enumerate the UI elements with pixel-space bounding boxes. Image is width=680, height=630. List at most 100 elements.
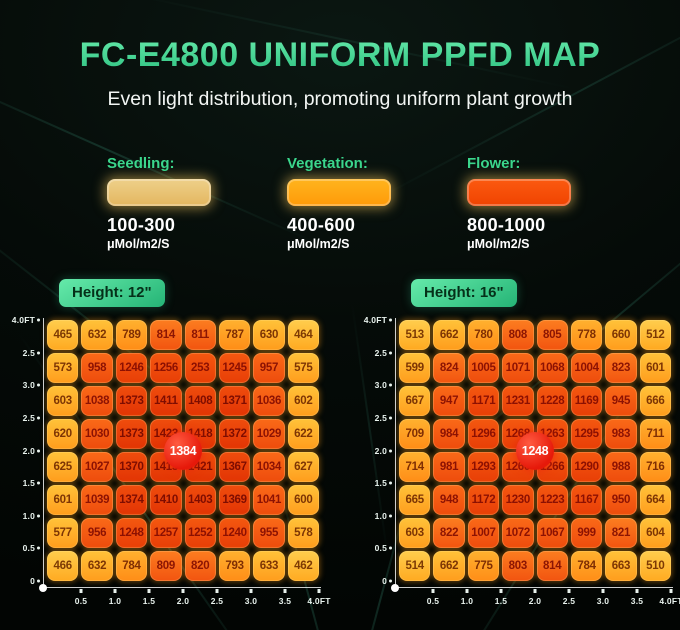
ppfd-cell: 988: [605, 452, 637, 482]
y-axis-tick: [389, 579, 392, 583]
ppfd-cell: 603: [47, 386, 79, 416]
ppfd-cell: 575: [287, 353, 319, 383]
ppfd-cell: 824: [433, 353, 465, 383]
ppfd-cell: 716: [639, 452, 671, 482]
ppfd-cell: 808: [502, 320, 534, 350]
ppfd-cell: 1372: [218, 419, 251, 449]
x-axis-tick-label: 4.0FT: [659, 596, 680, 606]
x-axis-tick-label: 1.5: [142, 596, 156, 606]
legend-ppfd-range: 400-600: [287, 215, 356, 235]
ppfd-cell: 947: [433, 386, 465, 416]
origin-dot: [391, 584, 399, 592]
ppfd-cell: 1369: [218, 485, 251, 515]
ppfd-cell: 805: [536, 320, 568, 350]
y-axis-tick-label: 3.0: [374, 380, 387, 391]
ppfd-cell: 1071: [502, 353, 534, 383]
y-axis-tick-label: 2.5: [22, 347, 35, 358]
y-axis-tick-label: 4.0FT: [363, 315, 387, 325]
ppfd-cell: 665: [399, 485, 431, 515]
ppfd-cell: 601: [47, 485, 79, 515]
ppfd-cell: 660: [605, 320, 637, 350]
ppfd-cell: 958: [81, 353, 113, 383]
ppfd-cell: 664: [639, 485, 671, 515]
ppfd-cell: 775: [467, 551, 500, 581]
ppfd-cell: 1403: [184, 485, 216, 515]
ppfd-cell: 1246: [115, 353, 148, 383]
ppfd-cell: 803: [502, 551, 534, 581]
ppfd-cell: 663: [605, 551, 637, 581]
ppfd-cell: 945: [605, 386, 637, 416]
ppfd-cell: 821: [605, 518, 637, 548]
x-axis-tick: [249, 589, 253, 593]
y-axis-tick: [37, 351, 40, 355]
ppfd-map-height-12: Height: 12" 4.0FT 2.5 3.0 2.5 2.0 1.5 1.0 0.5 0 …: [9, 279, 330, 606]
ppfd-cell: 784: [570, 551, 603, 581]
y-axis-tick-label: 2.0: [374, 445, 387, 456]
ppfd-cell: 1228: [536, 386, 568, 416]
ppfd-cell: 662: [433, 551, 465, 581]
ppfd-cell: 955: [253, 518, 285, 548]
ppfd-cell: 948: [433, 485, 465, 515]
ppfd-cell: 462: [287, 551, 319, 581]
plot-area: 4.0FT 2.5 3.0 2.5 2.0 1.5 1.0 0.5 0 513 662 780 808…: [361, 315, 680, 606]
legend: Seedling: 100-300 μMol/m2/S Vegetation: 400-…: [0, 155, 680, 251]
ppfd-cell: 1290: [570, 452, 603, 482]
ppfd-cell: 1172: [467, 485, 500, 515]
ppfd-cell: 1240: [218, 518, 251, 548]
x-axis-tick: [147, 589, 151, 593]
ppfd-cell: 604: [639, 518, 671, 548]
ppfd-cell: 1030: [81, 419, 113, 449]
ppfd-cell: 1296: [467, 419, 500, 449]
y-axis-line: [43, 318, 44, 588]
ppfd-cell: 711: [639, 419, 671, 449]
ppfd-cell: 464: [287, 320, 319, 350]
ppfd-map-height-16: Height: 16" 4.0FT 2.5 3.0 2.5 2.0 1.5 1.0 0.5 0 …: [361, 279, 680, 606]
x-axis-tick: [567, 589, 571, 593]
y-axis-tick-label: 0.5: [22, 543, 35, 554]
y-axis-tick: [37, 318, 40, 322]
y-axis-tick-label: 0: [30, 576, 35, 586]
y-axis-tick-label: 1.5: [374, 478, 387, 489]
ppfd-cell: 632: [81, 551, 113, 581]
y-axis-tick-label: 3.0: [22, 380, 35, 391]
legend-item: Seedling: 100-300 μMol/m2/S: [107, 155, 213, 251]
y-axis-tick: [37, 449, 40, 452]
y-axis-tick: [389, 416, 392, 420]
ppfd-cell: 793: [218, 551, 251, 581]
ppfd-cell: 627: [287, 452, 319, 482]
ppfd-cell: 1411: [150, 386, 182, 416]
y-axis-tick-label: 2.5: [22, 412, 35, 423]
x-axis-tick: [533, 589, 537, 593]
ppfd-cell: 1067: [536, 518, 568, 548]
ppfd-cell: 1231: [502, 386, 534, 416]
y-axis-tick: [389, 449, 392, 452]
x-axis-line: [395, 587, 673, 588]
y-axis-tick: [389, 481, 392, 485]
y-axis-labels: 4.0FT 2.5 3.0 2.5 2.0 1.5 1.0 0.5 0: [361, 315, 387, 586]
ppfd-cell: 999: [570, 518, 603, 548]
y-axis-tick: [37, 383, 40, 387]
legend-color-swatch: [287, 179, 391, 206]
x-axis-tick-label: 4.0FT: [307, 596, 331, 606]
ppfd-cell: 667: [399, 386, 431, 416]
y-axis-tick-label: 4.0FT: [11, 315, 35, 325]
y-axis-tick: [389, 514, 392, 518]
ppfd-cell: 513: [399, 320, 431, 350]
ppfd-cell: 809: [150, 551, 182, 581]
ppfd-cell: 950: [605, 485, 637, 515]
ppfd-cell: 510: [639, 551, 671, 581]
heatmap-grid: 513 662 780 808 805 778 660 512 599 824 1005 1071 10…: [399, 320, 671, 581]
ppfd-cell: 1373: [115, 386, 148, 416]
x-axis-tick: [465, 589, 469, 593]
ppfd-cell: 811: [184, 320, 216, 350]
heatmap-plot: 513 662 780 808 805 778 660 512 599 824 1005 1071 10…: [389, 318, 680, 606]
center-ppfd-badge: 1384: [164, 431, 202, 470]
ppfd-cell: 633: [253, 551, 285, 581]
ppfd-cell: 789: [115, 320, 148, 350]
ppfd-cell: 983: [605, 419, 637, 449]
x-axis-tick-label: 2.0: [176, 596, 190, 606]
ppfd-cell: 822: [433, 518, 465, 548]
ppfd-cell: 1041: [253, 485, 285, 515]
ppfd-cell: 577: [47, 518, 79, 548]
y-axis-labels: 4.0FT 2.5 3.0 2.5 2.0 1.5 1.0 0.5 0: [9, 315, 35, 586]
